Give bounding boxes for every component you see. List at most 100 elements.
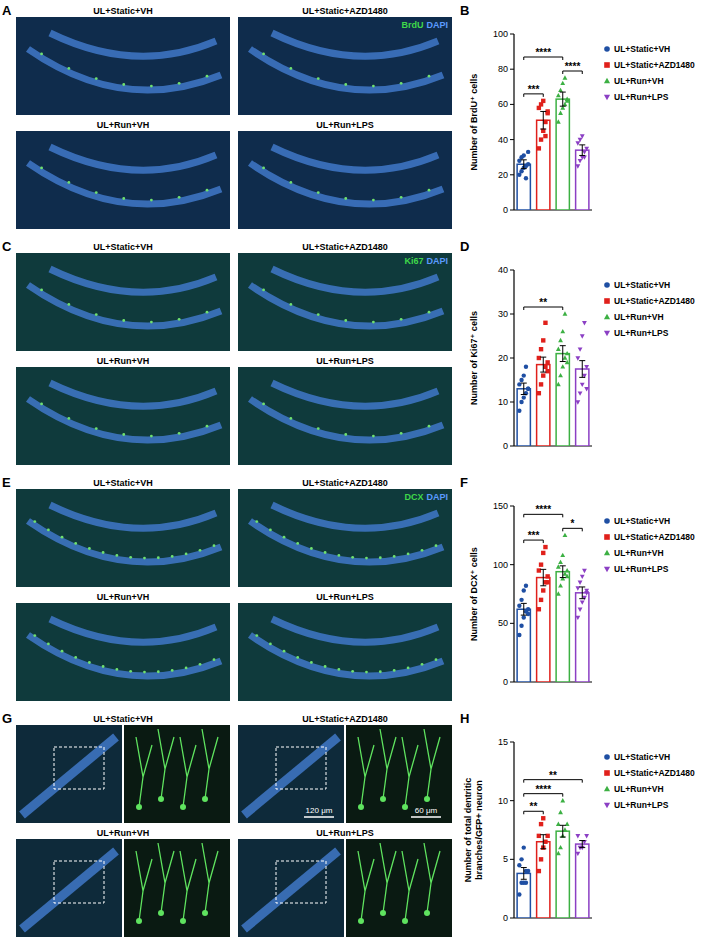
stained-cell (407, 553, 410, 556)
y-axis-title-line: Number of total dentritic (463, 778, 473, 883)
stained-cell (289, 181, 292, 184)
y-tick (510, 918, 514, 919)
neuron-soma (202, 910, 208, 916)
data-point (578, 138, 583, 142)
stained-cell (400, 432, 403, 435)
y-tick (510, 446, 514, 447)
bar (576, 150, 589, 210)
error-stem (582, 361, 583, 378)
significance-label: **** (535, 504, 551, 515)
y-tick-label: 100 (493, 29, 508, 39)
micrograph (238, 131, 452, 229)
granule-layer (50, 619, 216, 642)
bar (556, 572, 569, 682)
stained-cell (157, 556, 160, 559)
significance-label: ** (539, 297, 547, 308)
image-background (16, 253, 230, 351)
y-tick-label: 10 (498, 796, 508, 806)
bar (556, 99, 569, 210)
stained-cell (283, 536, 286, 539)
y-tick-label: 20 (498, 170, 508, 180)
data-point (556, 119, 561, 123)
granule-layer (50, 505, 216, 528)
stained-cell (74, 542, 77, 545)
stained-cell (428, 311, 431, 314)
stained-cell (95, 313, 98, 316)
stain-label: DAPI (426, 492, 448, 502)
data-point (537, 356, 541, 360)
y-tick (510, 800, 514, 801)
panel-title: UL+Run+LPS (316, 592, 374, 602)
panel-title: UL+Run+LPS (316, 828, 374, 838)
error-stem (523, 383, 524, 394)
legend-label: UL+Static+AZD1480 (614, 532, 695, 542)
stained-cell (95, 191, 98, 194)
data-point (541, 99, 545, 103)
legend-marker (604, 550, 610, 556)
error-cap (579, 598, 585, 599)
neuron-dendrite (136, 851, 152, 921)
y-tick (510, 210, 514, 211)
data-point (582, 155, 587, 159)
stained-cell (283, 650, 286, 653)
data-point (541, 338, 545, 342)
neuron-soma (158, 796, 164, 802)
y-tick-label: 10 (498, 397, 508, 407)
bar (576, 844, 589, 918)
y-tick-label: 80 (498, 64, 508, 74)
image-background (16, 725, 122, 823)
data-point (584, 589, 589, 593)
data-point (558, 338, 563, 342)
error-cap (521, 603, 527, 604)
error-cap (579, 377, 585, 378)
stain-label: DCX (404, 492, 423, 502)
error-cap (521, 615, 527, 616)
neuron-soma (380, 796, 386, 802)
data-point (526, 387, 530, 391)
error-stem (562, 346, 563, 362)
stain-label: DAPI (426, 256, 448, 266)
y-axis-title: Number of DCX⁺ cells (469, 547, 479, 641)
data-point (560, 329, 565, 333)
panel-title: UL+Run+LPS (316, 120, 374, 130)
data-point (582, 569, 587, 573)
stained-cell (102, 551, 105, 554)
data-point (578, 391, 583, 395)
neuron-soma (158, 910, 164, 916)
data-point (560, 798, 565, 802)
data-point (545, 369, 549, 373)
plot-area (517, 798, 589, 918)
error-cap (560, 577, 566, 578)
data-point (524, 176, 528, 180)
error-cap (579, 155, 585, 156)
stained-cell (428, 189, 431, 192)
y-tick (510, 34, 514, 35)
y-tick (510, 623, 514, 624)
panel-title: UL+Run+VH (97, 120, 150, 130)
legend-marker (604, 282, 610, 288)
data-point (537, 607, 541, 611)
legend-marker (604, 518, 610, 524)
image-background (16, 367, 230, 465)
image-background (238, 725, 344, 823)
stained-cell (255, 634, 258, 637)
neuron-soma (202, 796, 208, 802)
stained-cell (88, 661, 91, 664)
y-tick-label: 0 (503, 913, 508, 923)
y-tick (510, 270, 514, 271)
bar (556, 354, 569, 446)
stained-cell (122, 83, 125, 86)
error-bar (540, 835, 546, 849)
data-point (563, 827, 568, 831)
legend-label: UL+Run+VH (614, 784, 664, 794)
neuron-dendrite (158, 843, 174, 913)
stained-cell (206, 189, 209, 192)
data-point (539, 822, 543, 826)
plot-area (517, 311, 589, 446)
data-point (541, 588, 545, 592)
stained-cell (379, 670, 382, 673)
data-point (582, 321, 587, 325)
micrograph (238, 367, 452, 465)
error-cap (560, 92, 566, 93)
error-bar (579, 145, 585, 156)
